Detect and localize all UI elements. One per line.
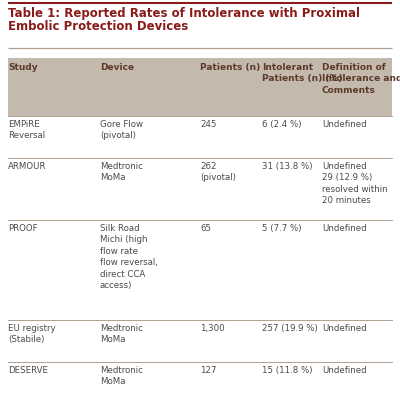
Text: Medtronic
MoMa: Medtronic MoMa xyxy=(100,366,143,386)
Text: Table 1: Reported Rates of Intolerance with Proximal: Table 1: Reported Rates of Intolerance w… xyxy=(8,7,360,20)
Text: Intolerant
Patients (n) (%): Intolerant Patients (n) (%) xyxy=(262,63,343,84)
Text: Medtronic
MoMa: Medtronic MoMa xyxy=(100,324,143,344)
Text: 65: 65 xyxy=(200,224,211,233)
Text: EMPiRE
Reversal: EMPiRE Reversal xyxy=(8,120,45,140)
Text: 5 (7.7 %): 5 (7.7 %) xyxy=(262,224,302,233)
Text: 127: 127 xyxy=(200,366,216,375)
Bar xyxy=(8,58,392,116)
Text: Silk Road
Michi (high
flow rate
flow reversal,
direct CCA
access): Silk Road Michi (high flow rate flow rev… xyxy=(100,224,158,290)
Text: 1,300: 1,300 xyxy=(200,324,225,333)
Text: Undefined: Undefined xyxy=(322,324,367,333)
Text: 257 (19.9 %): 257 (19.9 %) xyxy=(262,324,318,333)
Text: ARMOUR: ARMOUR xyxy=(8,162,46,171)
Text: Device: Device xyxy=(100,63,134,72)
Text: Gore Flow
(pivotal): Gore Flow (pivotal) xyxy=(100,120,143,140)
Text: Patients (n): Patients (n) xyxy=(200,63,260,72)
Text: 262
(pivotal): 262 (pivotal) xyxy=(200,162,236,182)
Text: EU registry
(Stabile): EU registry (Stabile) xyxy=(8,324,56,344)
Text: Definition of
Intolerance and
Comments: Definition of Intolerance and Comments xyxy=(322,63,400,95)
Text: Undefined
29 (12.9 %)
resolved within
20 minutes: Undefined 29 (12.9 %) resolved within 20… xyxy=(322,162,388,205)
Text: Study: Study xyxy=(8,63,38,72)
Text: 31 (13.8 %): 31 (13.8 %) xyxy=(262,162,312,171)
Text: PROOF: PROOF xyxy=(8,224,38,233)
Text: Undefined: Undefined xyxy=(322,224,367,233)
Text: 6 (2.4 %): 6 (2.4 %) xyxy=(262,120,302,129)
Text: 245: 245 xyxy=(200,120,216,129)
Text: Medtronic
MoMa: Medtronic MoMa xyxy=(100,162,143,182)
Text: Embolic Protection Devices: Embolic Protection Devices xyxy=(8,20,188,33)
Text: DESERVE: DESERVE xyxy=(8,366,48,375)
Text: 15 (11.8 %): 15 (11.8 %) xyxy=(262,366,312,375)
Text: Undefined: Undefined xyxy=(322,366,367,375)
Text: Undefined: Undefined xyxy=(322,120,367,129)
